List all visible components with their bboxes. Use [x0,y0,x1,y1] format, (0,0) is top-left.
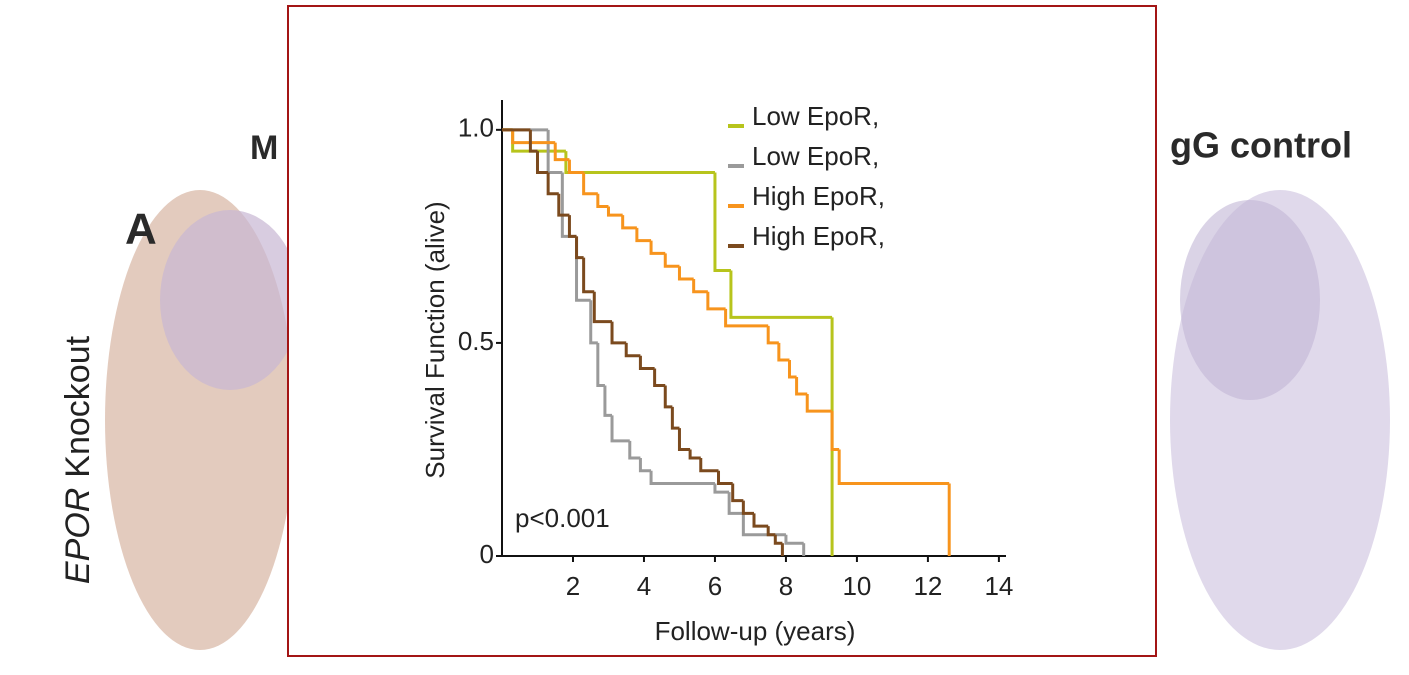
survival-step [777,342,790,362]
row-label-rest: Knockout [59,335,97,477]
row-label-italic: EPOR [59,488,97,584]
x-tick-label: 10 [842,571,871,601]
popup [287,5,1157,657]
survival-step [606,206,623,217]
survival-step [546,172,559,196]
survival-step [692,278,708,294]
survival-step [582,257,595,294]
survival-step [575,236,584,260]
survival-step [603,385,613,417]
legend-label: Low EpoR, [752,101,879,131]
legend-label: High EpoR, [752,221,885,251]
survival-step [567,215,577,238]
survival-step [677,266,694,281]
survival-step [621,215,637,230]
survival-step [752,513,769,528]
x-axis-label: Follow-up (years) [655,616,856,646]
survival-step [511,129,556,145]
survival-step [649,240,666,255]
survival-step [677,428,691,451]
survival-step [724,308,769,328]
survival-step [596,342,605,388]
survival-step [837,449,950,486]
x-tick-label: 6 [708,571,722,601]
y-tick-label: 1.0 [458,113,494,143]
survival-step [567,159,584,174]
survival-step [663,253,680,268]
x-tick-label: 2 [566,571,580,601]
tissue-right-blob [1180,200,1320,400]
survival-step [717,470,733,486]
survival-step [635,227,652,243]
survival-step [596,193,609,209]
survival-step [553,142,570,162]
survival-step [535,151,549,174]
survival-step [653,368,666,388]
left-heading: M [250,129,278,167]
x-tick-label: 12 [913,571,942,601]
survival-step [784,534,804,545]
survival-step [610,415,630,443]
survival-step [830,411,840,451]
survival-step [787,359,797,379]
x-tick-label: 4 [637,571,651,601]
survival-step [638,355,655,370]
survival-step [610,321,627,345]
survival-step [649,470,715,486]
histology-background [105,190,1390,650]
survival-step [557,193,570,217]
survival-step [805,394,833,413]
survival-step [729,270,833,319]
survival-step [727,492,744,515]
survival-step [713,483,730,494]
survival-step [731,483,744,503]
legend-label: Low EpoR, [752,141,879,171]
panel-letter: A [125,205,157,254]
tissue-left-blob [160,210,300,390]
chart: 0 0.5 1.0 2 4 6 8 10 12 14 Follow-up (years) Surviv… [420,100,1013,646]
survival-step [766,325,779,345]
annotation: p<0.001 [515,503,610,533]
survival-step [795,377,808,396]
survival-step [670,406,680,430]
right-heading: gG control [1170,125,1352,166]
y-tick-label: 0.5 [458,326,494,356]
survival-step [766,526,776,537]
x-tick-label: 8 [779,571,793,601]
survival-step [706,291,726,311]
survival-step [582,172,598,196]
survival-step [713,172,731,272]
survival-step [589,300,598,345]
survival-step [663,385,673,409]
y-tick-label: 0 [480,539,494,569]
legend-label: High EpoR, [752,181,885,211]
row-label: EPOR Knockout [59,335,97,584]
x-tick-label: 14 [984,571,1013,601]
survival-step [699,457,719,473]
survival-step [628,440,641,460]
survival-step [773,534,783,545]
survival-step [624,342,641,358]
survival-step [528,129,538,153]
y-axis-label: Survival Function (alive) [420,201,450,478]
survival-step [592,291,613,324]
survival-step [688,449,701,460]
survival-step [638,457,652,473]
survival-step [741,500,754,515]
